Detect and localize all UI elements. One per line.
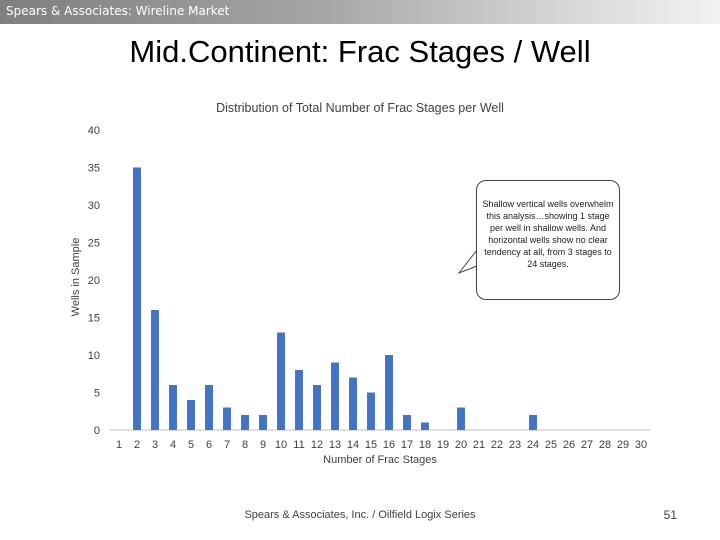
- y-tick-label: 30: [88, 200, 100, 212]
- x-tick-label: 22: [491, 439, 503, 451]
- bar: [223, 407, 231, 430]
- x-tick-label: 5: [188, 439, 194, 451]
- footer-text: Spears & Associates, Inc. / Oilfield Log…: [244, 509, 476, 521]
- y-tick-label: 20: [88, 275, 100, 287]
- x-tick-label: 25: [545, 439, 557, 451]
- x-tick-label: 1: [116, 439, 122, 451]
- x-tick-label: 30: [635, 439, 647, 451]
- x-tick-label: 18: [419, 439, 431, 451]
- x-tick-label: 11: [293, 439, 304, 451]
- bar: [349, 377, 357, 430]
- callout-tail: [458, 249, 478, 274]
- bar: [421, 422, 429, 430]
- bar: [313, 385, 321, 430]
- bar: [151, 310, 159, 430]
- x-tick-label: 7: [224, 439, 230, 451]
- y-tick-label: 10: [88, 350, 100, 362]
- callout-text: Shallow vertical wells overwhelm this an…: [482, 199, 614, 269]
- y-tick-label: 35: [88, 163, 100, 175]
- y-tick-labels: 0 5 10 15 20 25 30 35 40: [88, 125, 100, 437]
- x-tick-label: 12: [311, 439, 323, 451]
- x-tick-label: 6: [206, 439, 212, 451]
- x-tick-label: 3: [152, 439, 158, 451]
- page-number: 51: [663, 508, 677, 522]
- x-tick-label: 21: [473, 439, 485, 451]
- bar: [457, 407, 465, 430]
- x-tick-label: 23: [509, 439, 521, 451]
- x-tick-label: 27: [581, 439, 593, 451]
- x-tick-label: 28: [599, 439, 611, 451]
- y-axis-label: Wells in Sample: [70, 238, 82, 317]
- bar-series: [133, 167, 537, 430]
- x-tick-label: 20: [455, 439, 467, 451]
- x-tick-label: 14: [347, 439, 359, 451]
- y-tick-label: 5: [94, 388, 100, 400]
- x-tick-label: 29: [617, 439, 629, 451]
- bar: [169, 385, 177, 430]
- annotation-callout: [476, 180, 620, 300]
- y-tick-label: 15: [88, 313, 100, 325]
- bar: [367, 392, 375, 430]
- x-tick-label: 13: [329, 439, 341, 451]
- x-tick-label: 9: [260, 439, 266, 451]
- header-text: Spears & Associates: Wireline Market: [6, 4, 230, 18]
- x-axis-label: Number of Frac Stages: [323, 454, 437, 466]
- bar: [331, 362, 339, 430]
- x-tick-label: 24: [527, 439, 539, 451]
- y-tick-label: 25: [88, 238, 100, 250]
- bar: [205, 385, 213, 430]
- slide-title: Mid.Continent: Frac Stages / Well: [129, 34, 591, 69]
- x-tick-label: 10: [275, 439, 287, 451]
- bar: [259, 415, 267, 430]
- y-tick-label: 40: [88, 125, 100, 137]
- y-tick-label: 0: [94, 425, 100, 437]
- bar: [187, 400, 195, 430]
- header-bar: Spears & Associates: Wireline Market: [0, 0, 720, 24]
- bar: [529, 415, 537, 430]
- x-tick-label: 16: [383, 439, 395, 451]
- x-tick-label: 4: [170, 439, 176, 451]
- x-tick-labels: 1 2 3 4 5 6 7 8 9 10 11 12 13 14 15 16 17 18 19 20 21 22 23 24 2…: [116, 439, 647, 451]
- bar: [133, 167, 141, 430]
- x-tick-label: 8: [242, 439, 248, 451]
- x-tick-label: 26: [563, 439, 575, 451]
- bar: [295, 370, 303, 430]
- bar: [385, 355, 393, 430]
- x-tick-label: 19: [437, 439, 449, 451]
- bar: [277, 332, 285, 430]
- x-tick-label: 2: [134, 439, 140, 451]
- x-tick-label: 17: [401, 439, 413, 451]
- chart-title: Distribution of Total Number of Frac Sta…: [216, 101, 504, 115]
- x-tick-label: 15: [365, 439, 377, 451]
- bar: [241, 415, 249, 430]
- bar: [403, 415, 411, 430]
